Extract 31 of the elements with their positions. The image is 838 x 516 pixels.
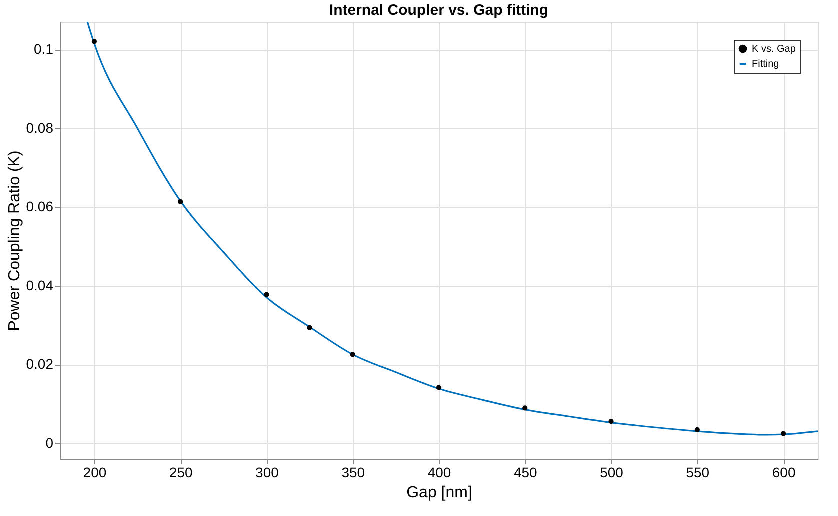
x-tick-label: 450: [514, 464, 538, 480]
point: [350, 352, 356, 358]
y-tick-label: 0.06: [26, 198, 54, 215]
point: [178, 199, 184, 204]
point: [608, 419, 614, 424]
point: [780, 431, 786, 436]
y-axis-title: Power Coupling Ratio (K): [6, 150, 24, 332]
point: [436, 385, 442, 390]
x-tick-label: 550: [686, 464, 710, 480]
y-tick-label: 0.08: [26, 120, 54, 136]
x-axis-title: Gap [nm]: [406, 484, 472, 502]
line-series: [86, 22, 818, 436]
y-tick-label: 0.04: [26, 277, 54, 294]
point: [307, 325, 312, 330]
x-tick-label: 350: [342, 464, 366, 480]
x-tick-label: 250: [169, 464, 193, 480]
y-tick-label: 0: [46, 434, 54, 451]
x-tick-label: 500: [600, 464, 624, 480]
x-tick-label: 300: [256, 464, 280, 480]
point: [522, 406, 528, 411]
point: [92, 39, 98, 44]
point: [694, 427, 700, 432]
y-tick-label: 0.02: [26, 356, 54, 372]
legend-label: K vs. Gap: [752, 44, 796, 55]
x-tick-label: 600: [772, 464, 796, 480]
legend-label: Fitting: [752, 59, 780, 70]
point: [264, 292, 270, 298]
x-tick-label: 200: [83, 464, 107, 480]
x-tick-label: 400: [428, 464, 452, 480]
chart-title: Internal Coupler vs. Gap fitting: [329, 2, 549, 19]
y-tick-label: 0.1: [34, 41, 54, 58]
